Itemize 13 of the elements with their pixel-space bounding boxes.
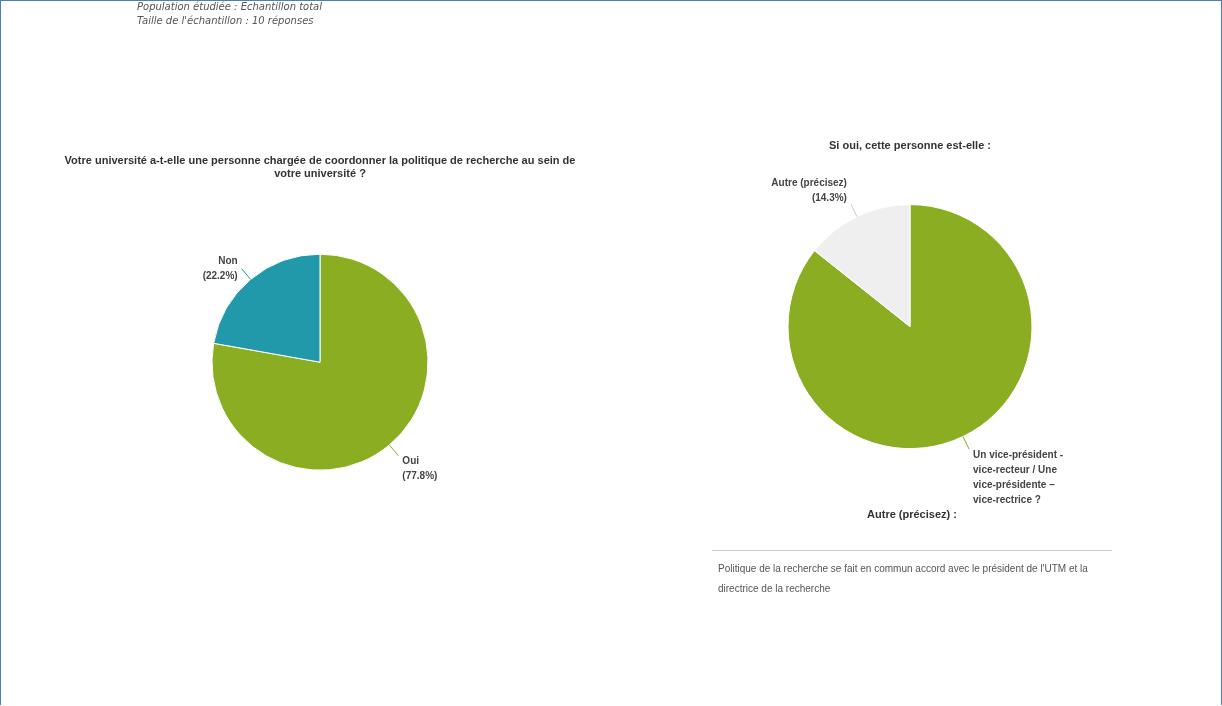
text: Taille de l'échantillon : 10 réponses bbox=[137, 14, 315, 28]
text: Autre (précisez) : bbox=[866, 508, 958, 520]
slice-label: Un vice-président - vice-recteur / Une vice-présidente – vice-rectrice ? bbox=[973, 448, 1064, 505]
data-label: (22.2%) bbox=[202, 269, 238, 281]
data-label: (77.8%) bbox=[402, 470, 438, 482]
data-label: (14.3%) bbox=[811, 191, 847, 203]
slice-label: Non bbox=[218, 254, 238, 266]
chart-title: Si oui, cette personne est-elle : bbox=[829, 138, 991, 151]
chart-title: Votre université a-t-elle une personne chargée de coordonner la politique de recherche au sein de votre université ? bbox=[64, 153, 576, 179]
text: Politique de la recherche se fait en commun accord avec le président de l'UTM et la directrice de la recherche bbox=[712, 550, 1112, 607]
slice-label: Autre (précisez) bbox=[771, 176, 847, 188]
slice-label: Oui bbox=[402, 455, 420, 467]
text: Population étudiée : Echantillon total bbox=[137, 0, 323, 14]
